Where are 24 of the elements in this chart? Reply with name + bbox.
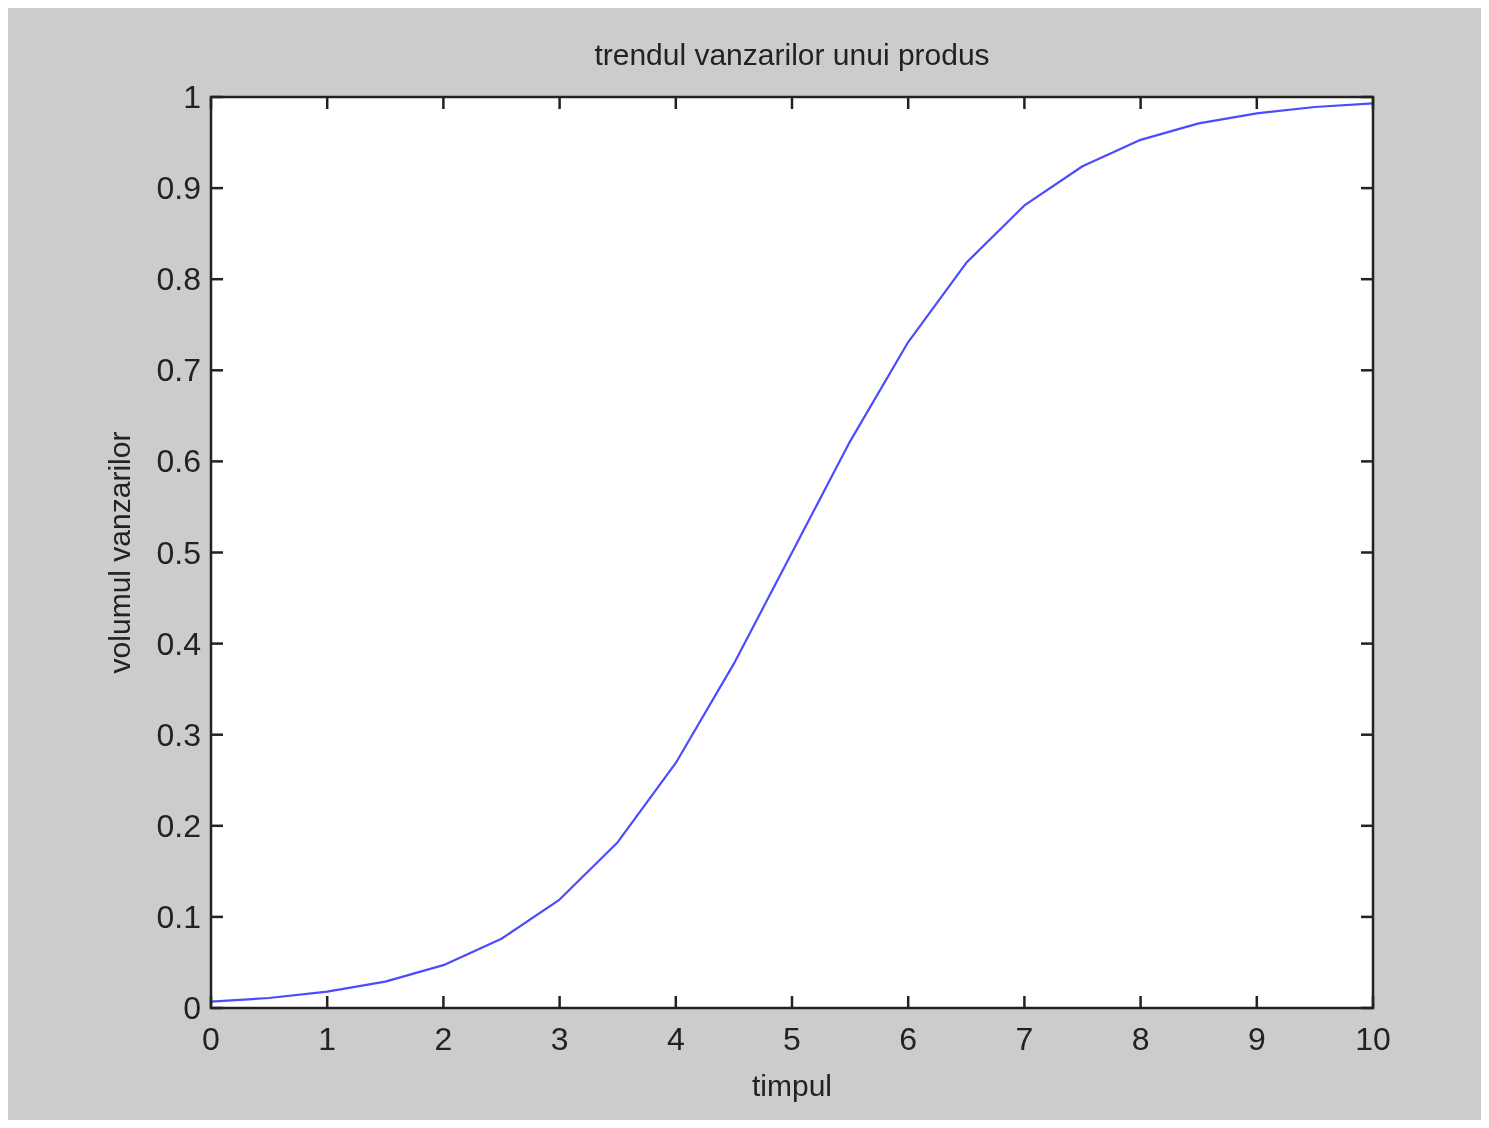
y-tick-label: 0.5 — [156, 534, 201, 571]
x-tick-label: 2 — [434, 1021, 453, 1057]
y-tick-label: 0.8 — [156, 261, 201, 298]
y-tick-label: 1 — [183, 79, 201, 115]
y-tick-label: 0.9 — [156, 170, 201, 207]
x-tick-label: 5 — [783, 1021, 801, 1057]
y-tick-label: 0.7 — [156, 352, 201, 389]
x-tick-label: 7 — [1015, 1021, 1034, 1057]
x-tick-label: 8 — [1131, 1021, 1150, 1057]
y-tick-label: 0.6 — [156, 443, 201, 480]
y-tick-label: 0.3 — [156, 716, 201, 753]
y-axis-title: volumul vanzarilor — [103, 431, 136, 674]
y-tick-label: 0.4 — [156, 625, 201, 662]
y-tick-label: 0.1 — [156, 898, 201, 935]
x-tick-label: 10 — [1355, 1021, 1391, 1057]
x-tick-label: 4 — [666, 1021, 685, 1057]
x-tick-label: 3 — [550, 1021, 569, 1057]
y-tick-label: 0 — [183, 990, 201, 1026]
chart-title: trendul vanzarilor unui produs — [594, 38, 990, 71]
x-tick-label: 6 — [899, 1021, 918, 1057]
y-tick-label: 0.2 — [156, 807, 201, 844]
x-tick-label: 1 — [318, 1021, 337, 1057]
x-axis-title: timpul — [751, 1069, 833, 1102]
x-tick-label: 9 — [1247, 1021, 1266, 1057]
